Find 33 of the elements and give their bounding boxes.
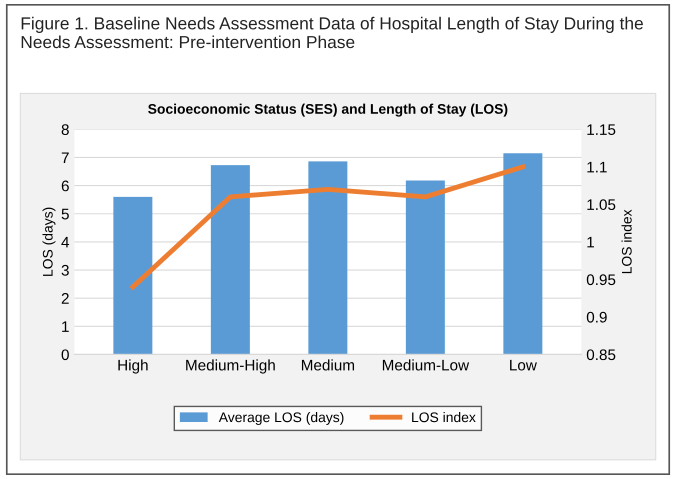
x-tick-label: High — [118, 359, 148, 374]
y-tick-label: 7 — [62, 152, 69, 164]
bar — [308, 161, 348, 354]
y-tick-label: 0 — [62, 349, 69, 360]
y2-axis-title: LOS index — [622, 210, 632, 274]
chart-title: Figure 1. Baseline Needs Assessment Data of Hospital Length of Stay During the Needs Assessment: Pre-intervention Phase — [22, 16, 643, 48]
bar — [210, 165, 250, 354]
y2-tick-label: 0.85 — [586, 349, 616, 360]
y2-tick-label: 1.05 — [587, 199, 616, 210]
bar — [406, 180, 445, 354]
y-tick-label: 2 — [62, 293, 69, 304]
bar — [503, 153, 542, 354]
line-series — [130, 164, 526, 290]
y-tick-label: 3 — [62, 264, 69, 276]
x-tick-label: Medium-High — [186, 359, 275, 374]
y2-tick-label: 1.15 — [587, 124, 616, 136]
y-tick-label: 8 — [62, 124, 69, 136]
y-tick-label: 5 — [62, 208, 69, 220]
y-axis-title: LOS (days) — [42, 208, 56, 276]
y-tick-label: 6 — [62, 180, 69, 192]
y-tick-label: 4 — [61, 236, 70, 248]
y2-tick-label: 0.95 — [586, 274, 616, 286]
legend-label: LOS index — [412, 412, 476, 422]
chart-subtitle: Socioeconomic Status (SES) and Length of Stay (LOS) — [148, 104, 508, 117]
x-tick-label: Medium — [302, 359, 354, 371]
y2-tick-label: 1 — [587, 236, 594, 248]
x-tick-label: Low — [510, 360, 537, 371]
y-tick-label: 1 — [62, 321, 69, 332]
y2-tick-label: 0.9 — [586, 312, 607, 323]
x-tick-label: Medium-Low — [382, 359, 470, 371]
bar — [113, 196, 152, 354]
y2-tick-label: 1.1 — [587, 162, 607, 172]
legend-label: Average LOS (days) — [218, 412, 344, 425]
